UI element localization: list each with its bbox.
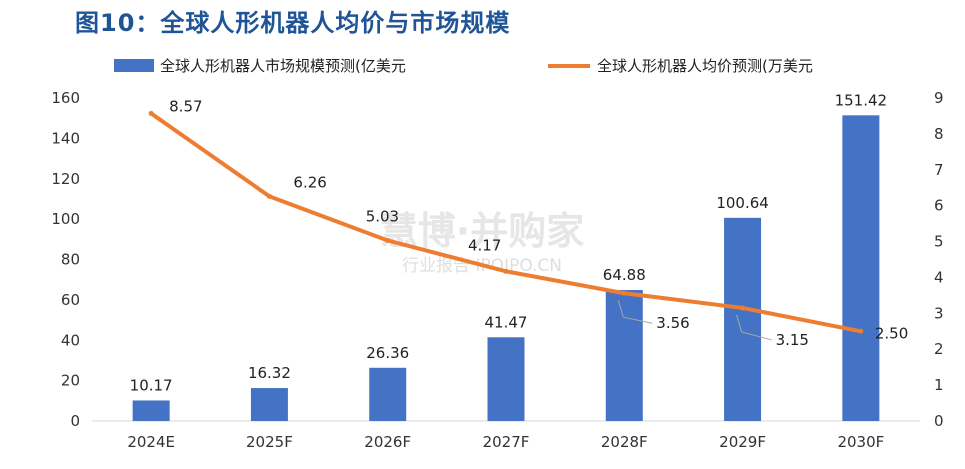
y-right-tick-label: 1 [934, 376, 944, 394]
bar [132, 400, 170, 421]
y-right-tick-label: 9 [934, 89, 944, 107]
bar-value-label: 100.64 [716, 194, 769, 212]
line-point [740, 305, 746, 311]
chart-title: 图10：全球人形机器人均价与市场规模 [75, 9, 511, 37]
x-tick-label: 2028F [601, 433, 648, 451]
line-point [621, 290, 627, 296]
x-tick-label: 2029F [719, 433, 766, 451]
x-tick-label: 2026F [364, 433, 411, 451]
bar-value-label: 151.42 [835, 91, 888, 109]
line-series [148, 110, 864, 334]
bar-series [132, 115, 880, 422]
legend-bar-label: 全球人形机器人市场规模预测(亿美元 [160, 57, 406, 75]
y-left-tick-label: 80 [61, 251, 80, 269]
y-left-tick-label: 100 [51, 210, 80, 228]
line-point [148, 110, 154, 116]
bar-value-label: 64.88 [603, 266, 646, 284]
bar [605, 290, 643, 421]
x-tick-label: 2027F [483, 433, 530, 451]
y-left-tick-label: 160 [51, 89, 80, 107]
line-point [503, 268, 509, 274]
y-right-tick-label: 3 [934, 304, 944, 322]
y-left-tick-label: 40 [61, 331, 80, 349]
line-point [858, 328, 864, 334]
bar-value-label: 41.47 [485, 313, 528, 331]
line-value-label: 5.03 [366, 207, 399, 225]
y-right-tick-label: 6 [934, 197, 944, 215]
line-value-label: 6.26 [293, 173, 326, 191]
y-left-tick-label: 60 [61, 291, 80, 309]
legend-bar-swatch [114, 59, 154, 72]
bar [487, 337, 525, 421]
x-tick-label: 2024E [127, 433, 175, 451]
y-left-tick-label: 20 [61, 372, 80, 390]
data-labels: 10.17 16.32 26.36 41.47 64.88 100.64 151.42 8.5… [130, 91, 909, 394]
line-value-label: 8.57 [169, 97, 202, 115]
y-right-tick-label: 2 [934, 340, 944, 358]
y-right-tick-label: 0 [934, 412, 944, 430]
y-right-tick-label: 8 [934, 125, 944, 143]
chart-legend: 全球人形机器人市场规模预测(亿美元 全球人形机器人均价预测(万美元 [114, 57, 813, 75]
bar-value-label: 26.36 [366, 344, 409, 362]
line-label-leader [617, 300, 653, 324]
x-tick-label: 2030F [837, 433, 884, 451]
bar [724, 217, 762, 421]
line-value-label: 3.56 [656, 314, 689, 332]
y-right-tick-label: 4 [934, 268, 944, 286]
y-right-tick-label: 7 [934, 161, 944, 179]
y-left-tick-label: 140 [51, 129, 80, 147]
legend-line-label: 全球人形机器人均价预测(万美元 [597, 57, 813, 75]
line-value-label: 2.50 [875, 324, 908, 342]
x-tick-label: 2025F [246, 433, 293, 451]
bar [369, 367, 407, 421]
bar [842, 115, 880, 422]
bar-value-label: 10.17 [130, 376, 173, 394]
line-value-label: 3.15 [776, 331, 809, 349]
line-value-label: 4.17 [468, 236, 501, 254]
y-right-tick-label: 5 [934, 233, 944, 251]
line-label-leader [736, 314, 772, 341]
bar [250, 388, 288, 421]
chart-axes: 0 20 40 60 80 100 120 140 160 0 1 2 3 4 5 6 7 8 9 2024E 2025… [51, 89, 943, 451]
line-point [266, 193, 272, 199]
bar-value-label: 16.32 [248, 364, 291, 382]
y-left-tick-label: 0 [70, 412, 80, 430]
line-point [385, 237, 391, 243]
y-left-tick-label: 120 [51, 170, 80, 188]
